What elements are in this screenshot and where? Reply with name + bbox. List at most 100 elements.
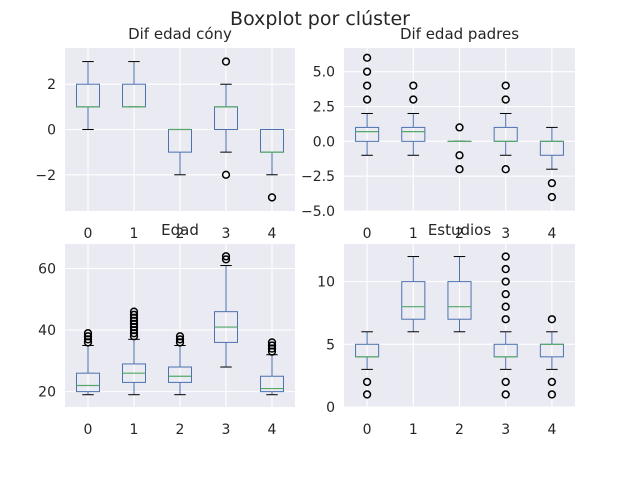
x-tick-label: 3 bbox=[222, 422, 231, 438]
outlier-point bbox=[221, 57, 231, 66]
box-rect bbox=[168, 366, 192, 383]
x-tick-label: 1 bbox=[130, 422, 139, 438]
outlier-point bbox=[362, 377, 372, 387]
outlier-point bbox=[501, 264, 510, 274]
outlier-point bbox=[267, 341, 277, 350]
outlier-point bbox=[455, 123, 464, 132]
y-tick-label: 40 bbox=[38, 323, 56, 339]
y-tick-label: 0 bbox=[47, 123, 56, 139]
x-tick-label: 1 bbox=[130, 226, 139, 242]
box-1 bbox=[401, 81, 426, 156]
y-tick-label: −2.5 bbox=[301, 169, 335, 185]
outlier-point bbox=[267, 338, 277, 347]
box-rect bbox=[401, 281, 426, 320]
box-2 bbox=[447, 123, 472, 174]
x-tick-label: 4 bbox=[547, 422, 556, 438]
outlier-point bbox=[362, 95, 372, 104]
x-tick-label: 4 bbox=[547, 226, 556, 242]
y-tick-label: −5.0 bbox=[301, 204, 335, 220]
outlier-point bbox=[129, 310, 139, 319]
outlier-point bbox=[409, 81, 418, 90]
box-4 bbox=[539, 126, 564, 202]
panel-title: Edad bbox=[161, 221, 199, 239]
x-tick-label: 1 bbox=[409, 422, 418, 438]
y-tick-label: 0 bbox=[326, 400, 335, 416]
box-1 bbox=[401, 256, 426, 333]
outlier-point bbox=[501, 95, 510, 104]
x-tick-label: 2 bbox=[176, 226, 185, 242]
outlier-point bbox=[547, 192, 557, 202]
box-4 bbox=[260, 338, 284, 396]
x-tick-label: 2 bbox=[455, 226, 464, 242]
outlier-point bbox=[501, 277, 510, 286]
x-tick-label: 4 bbox=[268, 226, 277, 242]
box-3 bbox=[493, 252, 518, 399]
outlier-point bbox=[129, 307, 139, 316]
y-tick-label: 20 bbox=[38, 385, 56, 401]
outlier-point bbox=[547, 390, 557, 399]
box-3 bbox=[493, 81, 518, 174]
x-tick-label: 0 bbox=[363, 226, 372, 242]
panel-title: Dif edad padres bbox=[400, 25, 519, 43]
outlier-point bbox=[455, 151, 464, 160]
outlier-point bbox=[455, 165, 464, 174]
x-tick-label: 3 bbox=[501, 226, 510, 242]
y-tick-label: 2 bbox=[47, 77, 56, 93]
x-tick-label: 1 bbox=[409, 226, 418, 242]
outlier-point bbox=[221, 170, 231, 179]
outlier-point bbox=[501, 390, 510, 399]
y-tick-label: 0.0 bbox=[313, 134, 335, 150]
outlier-point bbox=[409, 95, 418, 104]
outlier-point bbox=[547, 178, 557, 188]
box-4 bbox=[260, 129, 284, 202]
x-tick-label: 0 bbox=[84, 226, 93, 242]
x-tick-label: 2 bbox=[176, 422, 185, 438]
outlier-point bbox=[83, 332, 93, 341]
outlier-point bbox=[547, 315, 557, 324]
box-2 bbox=[168, 128, 192, 176]
outlier-point bbox=[501, 302, 510, 311]
outlier-point bbox=[547, 377, 557, 387]
box-0 bbox=[76, 329, 100, 396]
panel-0: Dif edad cóny −2 0 2 0 1 2 3 4 bbox=[35, 25, 295, 242]
outlier-point bbox=[501, 315, 510, 324]
outlier-point bbox=[175, 332, 185, 341]
box-3 bbox=[214, 57, 238, 179]
panel-2: Edad 20 40 60 0 1 2 3 4 bbox=[38, 221, 295, 438]
x-tick-label: 4 bbox=[268, 422, 277, 438]
panel-1: Dif edad padres −5.0 −2.5 0.0 2.5 5.0 0 1 2 3 4 bbox=[301, 25, 575, 242]
outlier-point bbox=[501, 81, 510, 90]
box-rect bbox=[76, 372, 100, 393]
y-tick-label: 10 bbox=[317, 275, 335, 291]
box-0 bbox=[355, 331, 380, 399]
outlier-point bbox=[501, 377, 510, 387]
outlier-point bbox=[501, 290, 510, 299]
figure-title: Boxplot por clúster bbox=[230, 8, 410, 30]
box-rect bbox=[355, 126, 380, 142]
y-tick-label: 60 bbox=[38, 262, 56, 278]
box-rect bbox=[260, 375, 284, 393]
outlier-point bbox=[267, 193, 277, 202]
outlier-point bbox=[362, 390, 372, 399]
box-1 bbox=[122, 61, 146, 108]
box-2 bbox=[447, 256, 472, 333]
box-rect bbox=[401, 126, 426, 142]
box-0 bbox=[355, 53, 380, 156]
box-2 bbox=[168, 332, 192, 396]
x-tick-label: 3 bbox=[501, 422, 510, 438]
x-tick-label: 2 bbox=[455, 422, 464, 438]
box-3 bbox=[214, 252, 238, 368]
x-tick-label: 3 bbox=[222, 226, 231, 242]
outlier-point bbox=[362, 53, 372, 62]
box-0 bbox=[76, 61, 100, 130]
y-tick-label: 5.0 bbox=[313, 65, 335, 81]
outlier-point bbox=[501, 252, 510, 261]
outlier-point bbox=[501, 165, 510, 174]
outlier-point bbox=[221, 252, 231, 261]
y-tick-label: 2.5 bbox=[313, 100, 335, 116]
box-rect bbox=[447, 281, 472, 320]
outlier-point bbox=[362, 67, 372, 76]
box-4 bbox=[539, 315, 564, 399]
